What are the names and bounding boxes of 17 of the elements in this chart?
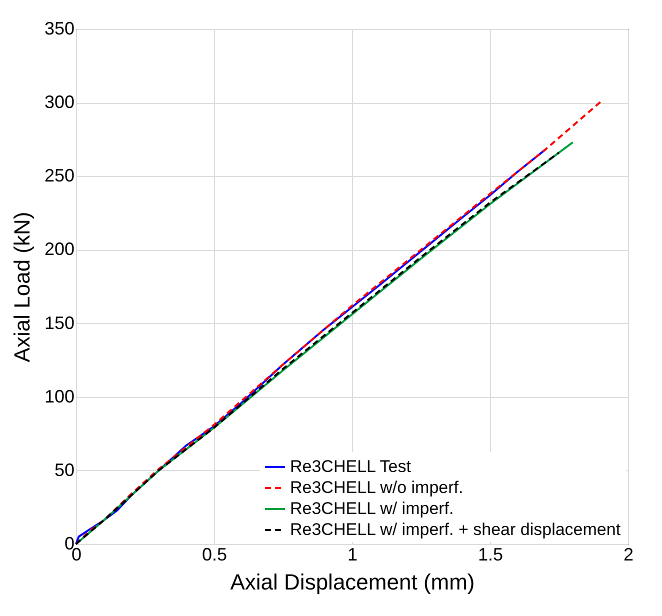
y-tick-label: 300 (44, 92, 74, 112)
y-tick-label: 250 (44, 166, 74, 186)
legend-label: Re3CHELL w/ imperf. + shear displacement (290, 520, 621, 539)
x-tick-label: 2 (623, 544, 634, 564)
x-tick-label: 0.5 (202, 544, 228, 564)
y-tick-label: 100 (44, 386, 74, 406)
y-tick-label: 200 (44, 239, 74, 260)
x-tick-label: 1.5 (478, 544, 504, 564)
legend-label: Re3CHELL w/o imperf. (290, 478, 464, 497)
legend-label: Re3CHELL Test (290, 457, 412, 476)
x-tick-label: 1 (347, 544, 358, 564)
y-tick-label: 150 (44, 312, 74, 333)
x-axis-title: Axial Displacement (mm) (230, 570, 475, 594)
legend-label: Re3CHELL w/ imperf. (290, 499, 454, 518)
y-tick-label: 50 (54, 460, 74, 480)
y-tick-label: 350 (44, 18, 74, 38)
y-axis-title: Axial Load (kN) (9, 212, 34, 362)
